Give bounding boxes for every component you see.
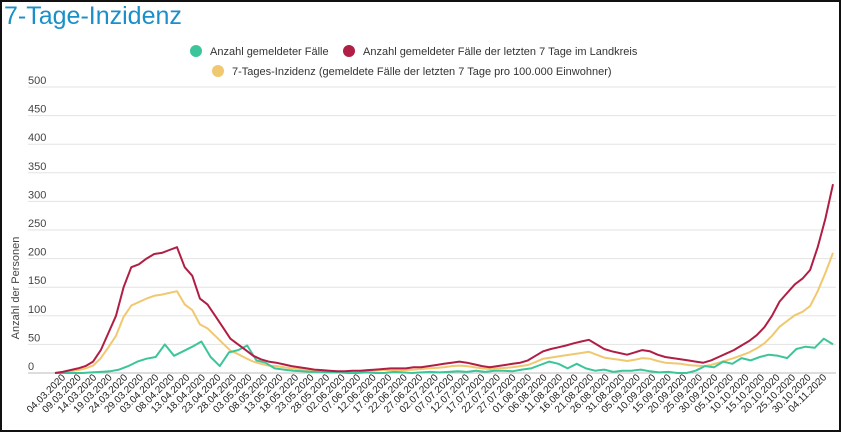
series-line-0 (55, 337, 834, 374)
y-tick-label: 0 (28, 361, 34, 373)
legend-marker-series-0 (190, 45, 202, 57)
series-line-1 (54, 183, 834, 374)
legend: Anzahl gemeldeter Fälle Anzahl gemeldete… (190, 45, 638, 78)
y-tick-label: 100 (28, 304, 46, 316)
y-axis-label: Anzahl der Personen (10, 237, 22, 340)
y-tick-label: 500 (28, 75, 46, 87)
legend-marker-series-2 (212, 65, 224, 77)
y-tick-label: 250 (28, 218, 46, 230)
y-tick-label: 350 (28, 161, 46, 173)
legend-label-series-1: Anzahl gemeldeter Fälle der letzten 7 Ta… (363, 46, 638, 58)
x-axis-ticks: 04.03.202009.03.202014.03.202019.03.2020… (25, 372, 829, 415)
y-tick-label: 50 (28, 332, 40, 344)
y-axis-ticks: 0 50 100 150 200 250 300 350 400 450 500 (28, 75, 46, 373)
y-tick-label: 300 (28, 189, 46, 201)
y-tick-label: 400 (28, 132, 46, 144)
legend-label-series-2: 7-Tages-Inzidenz (gemeldete Fälle der le… (232, 66, 612, 78)
gridlines (28, 86, 836, 374)
series-line-2 (54, 252, 834, 374)
chart-title: 7-Tage-Inzidenz (4, 2, 182, 30)
legend-marker-series-1 (343, 45, 355, 57)
series-lines (54, 183, 834, 374)
y-tick-label: 200 (28, 247, 46, 259)
y-tick-label: 450 (28, 104, 46, 116)
y-tick-label: 150 (28, 275, 46, 287)
legend-label-series-0: Anzahl gemeldeter Fälle (210, 46, 329, 58)
